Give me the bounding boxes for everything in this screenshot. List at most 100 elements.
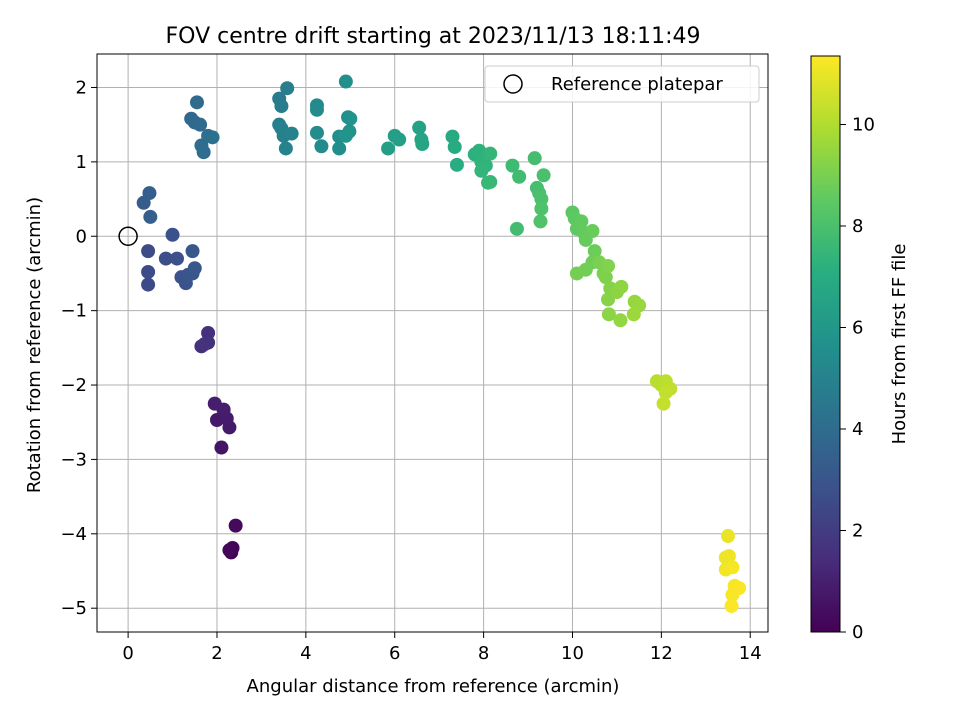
colorbar-tick-label: 2 <box>852 521 863 542</box>
scatter-point <box>169 251 184 266</box>
y-tick-label: 1 <box>76 152 87 173</box>
scatter-point <box>587 244 602 259</box>
scatter-point <box>165 227 180 242</box>
scatter-point <box>658 385 673 400</box>
scatter-point <box>534 201 549 216</box>
scatter-point <box>721 549 736 564</box>
scatter-point <box>598 270 613 285</box>
colorbar-tick-label: 10 <box>852 115 875 136</box>
scatter-point <box>449 157 464 172</box>
scatter-point <box>569 266 584 281</box>
scatter-point <box>278 141 293 156</box>
y-tick-label: −4 <box>60 524 87 545</box>
y-axis-ticks: −5 −4 −3 −2 −1 0 1 2 <box>60 77 97 619</box>
scatter-point <box>474 163 489 178</box>
scatter-point <box>472 143 487 158</box>
scatter-point <box>185 244 200 259</box>
scatter-point <box>142 186 157 201</box>
scatter-point <box>141 277 156 292</box>
chart-title: FOV centre drift starting at 2023/11/13 … <box>166 24 701 49</box>
reference-marker <box>118 226 138 247</box>
plot-frame <box>96 53 769 633</box>
scatter-point <box>724 598 739 613</box>
x-tick-label: 4 <box>300 643 311 664</box>
x-tick-label: 6 <box>389 643 400 664</box>
legend-marker <box>503 74 523 94</box>
scatter-point <box>193 117 208 132</box>
y-tick-label: −5 <box>60 598 87 619</box>
y-tick-label: 0 <box>76 226 87 247</box>
y-tick-label: −2 <box>60 375 87 396</box>
scatter-point <box>214 440 229 455</box>
y-tick-label: −3 <box>60 449 87 470</box>
scatter-point <box>141 264 156 279</box>
y-axis-label: Rotation from reference (arcmin) <box>24 197 45 493</box>
scatter-point <box>656 396 671 411</box>
colorbar-label: Hours from first FF file <box>889 244 910 445</box>
y-tick-label: 2 <box>76 77 87 98</box>
scatter-point <box>527 151 542 166</box>
scatter-point <box>534 192 549 207</box>
scatter-point <box>187 261 202 276</box>
scatter-point <box>483 146 498 161</box>
scatter-point <box>207 396 222 411</box>
scatter-point <box>533 214 548 229</box>
scatter-point <box>222 543 237 558</box>
scatter-point <box>445 129 460 144</box>
scatter-point <box>197 337 212 352</box>
scatter-point <box>614 279 629 294</box>
scatter-point <box>505 158 520 173</box>
scatter-point <box>574 214 589 229</box>
scatter-point <box>415 137 430 152</box>
scatter-point <box>158 251 173 266</box>
scatter-point <box>314 139 329 154</box>
x-tick-label: 12 <box>650 643 673 664</box>
y-tick-label: −1 <box>60 301 87 322</box>
scatter-point <box>284 126 299 141</box>
scatter-point <box>228 518 243 533</box>
scatter-point <box>601 259 616 274</box>
scatter-point <box>338 128 353 143</box>
x-tick-label: 0 <box>122 643 133 664</box>
colorbar-tick-label: 6 <box>852 318 863 339</box>
scatter-point <box>309 102 324 117</box>
scatter-point <box>732 581 747 596</box>
scatter-point <box>481 175 496 190</box>
scatter-point <box>280 81 295 96</box>
scatter-points <box>136 74 747 613</box>
colorbar-tick-label: 4 <box>852 419 863 440</box>
scatter-point <box>585 224 600 239</box>
scatter-point <box>601 307 616 322</box>
x-axis-ticks: 0 2 4 6 8 10 12 14 <box>122 632 762 664</box>
scatter-point <box>189 95 204 110</box>
scatter-point <box>536 168 551 183</box>
x-tick-label: 10 <box>561 643 584 664</box>
scatter-point <box>143 209 158 224</box>
x-tick-label: 2 <box>211 643 222 664</box>
scatter-point <box>201 325 216 340</box>
scatter-point <box>626 307 641 322</box>
x-axis-label: Angular distance from reference (arcmin) <box>247 676 620 697</box>
scatter-point <box>509 221 524 236</box>
scatter-point <box>309 125 324 140</box>
scatter-point <box>412 120 427 135</box>
scatter-point <box>343 111 358 126</box>
colorbar-tick-label: 8 <box>852 216 863 237</box>
scatter-point <box>392 132 407 147</box>
scatter-point <box>196 145 211 160</box>
scatter-point <box>721 529 736 544</box>
scatter-point <box>332 141 347 156</box>
legend-label: Reference platepar <box>551 74 723 95</box>
scatter-point <box>338 74 353 89</box>
scatter-point <box>613 313 628 328</box>
x-tick-label: 14 <box>739 643 762 664</box>
scatter-point <box>512 169 527 184</box>
legend: Reference platepar <box>484 65 760 103</box>
scatter-point <box>274 99 289 114</box>
scatter-point <box>381 141 396 156</box>
scatter-point <box>447 139 462 154</box>
x-tick-label: 8 <box>478 643 489 664</box>
scatter-point <box>725 560 740 575</box>
colorbar-tick-label: 0 <box>852 622 863 643</box>
